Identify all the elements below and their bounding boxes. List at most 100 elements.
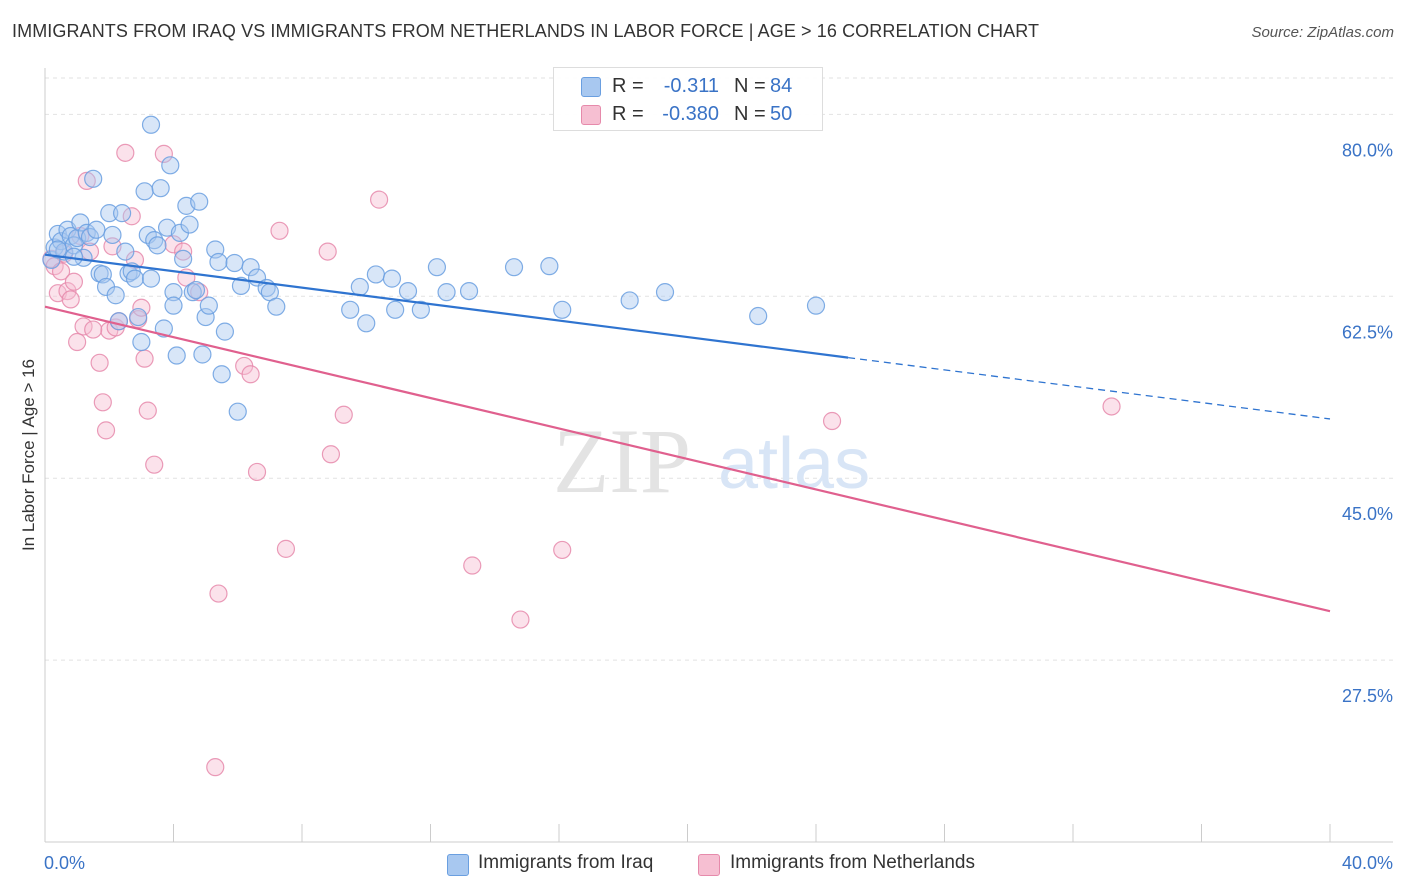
legend-row-iraq: R = -0.311 N = 84 xyxy=(554,73,822,101)
watermark: ZIP atlas xyxy=(553,410,870,512)
series-netherlands-points xyxy=(42,143,1121,777)
iraq-point xyxy=(357,314,376,333)
iraq-point xyxy=(116,242,135,261)
netherlands-point xyxy=(154,144,173,163)
netherlands-point xyxy=(174,242,193,261)
iraq-point xyxy=(267,297,286,316)
netherlands-point xyxy=(122,207,141,226)
iraq-point xyxy=(183,283,202,302)
y-tick-label: 80.0% xyxy=(1342,140,1393,160)
iraq-point xyxy=(350,277,369,297)
iraq-point xyxy=(71,213,90,232)
iraq-point xyxy=(68,228,87,248)
netherlands-point xyxy=(209,584,228,603)
netherlands-point xyxy=(321,445,341,464)
iraq-point xyxy=(186,280,206,300)
legend-n-value: 84 xyxy=(770,75,793,97)
netherlands-point xyxy=(270,221,289,240)
legend-n-label: N = xyxy=(734,75,766,97)
iraq-point xyxy=(459,281,479,301)
tick-labels: 80.0% 62.5% 45.0% 27.5% 0.0% 40.0% xyxy=(44,140,1393,873)
axis-layer xyxy=(44,68,1393,843)
iraq-point xyxy=(540,257,559,276)
iraq-point xyxy=(386,300,405,319)
stats-legend: R = -0.311 N = 84 R = -0.380 N = 50 xyxy=(553,67,823,131)
netherlands-point xyxy=(74,317,93,336)
iraq-point xyxy=(655,283,675,302)
netherlands-point xyxy=(511,610,530,629)
iraq-point xyxy=(145,231,164,250)
netherlands-point xyxy=(463,556,482,575)
iraq-point xyxy=(504,258,524,277)
legend-r-label: R = xyxy=(612,75,644,97)
iraq-point xyxy=(141,115,161,134)
legend-r-value: -0.311 xyxy=(663,75,719,97)
legend-n-label: N = xyxy=(734,103,766,125)
y-axis-label: In Labor Force | Age > 16 xyxy=(19,359,38,551)
netherlands-point xyxy=(135,349,154,368)
y-tick-label: 27.5% xyxy=(1342,686,1393,706)
iraq-point xyxy=(398,281,418,301)
iraq-point xyxy=(411,300,430,319)
iraq-point xyxy=(167,346,186,365)
iraq-point xyxy=(806,296,826,315)
iraq-point xyxy=(382,269,402,288)
iraq-point xyxy=(112,204,132,223)
iraq-point xyxy=(241,258,260,277)
netherlands-point xyxy=(68,332,87,352)
iraq-point xyxy=(161,156,180,175)
legend-row-netherlands: R = -0.380 N = 50 xyxy=(554,101,822,129)
netherlands-point xyxy=(318,242,337,261)
iraq-point xyxy=(196,307,215,327)
netherlands-point xyxy=(116,143,135,162)
iraq-point xyxy=(193,345,212,364)
iraq-point xyxy=(749,306,768,326)
chart-title: IMMIGRANTS FROM IRAQ VS IMMIGRANTS FROM … xyxy=(12,21,1040,41)
iraq-point xyxy=(199,296,218,315)
iraq-point xyxy=(427,258,447,277)
iraq-point xyxy=(164,283,183,302)
iraq-point xyxy=(553,300,572,319)
legend-r-label: R = xyxy=(612,103,644,125)
netherlands-point xyxy=(206,758,225,777)
netherlands-point xyxy=(1102,397,1121,416)
trend-lines xyxy=(44,253,1331,613)
iraq-point xyxy=(132,332,151,352)
netherlands-point xyxy=(190,283,209,302)
netherlands-point xyxy=(93,393,112,412)
iraq-point xyxy=(135,182,154,201)
iraq-point xyxy=(215,322,234,341)
iraq-point xyxy=(129,307,148,327)
iraq-point xyxy=(148,236,167,255)
iraq-point xyxy=(164,296,183,315)
netherlands-point xyxy=(164,235,183,254)
netherlands-point xyxy=(96,421,116,440)
iraq-point xyxy=(80,227,100,247)
iraq-point xyxy=(109,312,128,331)
iraq-trend-line xyxy=(44,253,849,359)
netherlands-point xyxy=(138,401,157,420)
y-tick-label: 62.5% xyxy=(1342,322,1393,342)
iraq-point xyxy=(125,269,145,288)
iraq-point xyxy=(620,291,639,310)
iraq-point xyxy=(366,265,385,284)
legend-swatch-iraq xyxy=(581,77,601,97)
legend-swatch-netherlands xyxy=(698,854,720,876)
iraq-trend-extension xyxy=(848,356,1331,420)
iraq-point xyxy=(437,283,456,302)
iraq-point xyxy=(212,365,231,384)
iraq-point xyxy=(106,286,125,305)
netherlands-point xyxy=(90,353,109,372)
netherlands-point xyxy=(61,290,80,309)
netherlands-point xyxy=(241,365,260,384)
netherlands-point xyxy=(64,272,84,291)
legend-r-value: -0.380 xyxy=(662,103,719,125)
netherlands-point xyxy=(370,190,389,209)
iraq-point xyxy=(209,252,228,272)
x-tick-label: 0.0% xyxy=(44,853,85,873)
netherlands-point xyxy=(553,540,572,560)
iraq-point xyxy=(225,253,244,273)
watermark-atlas: atlas xyxy=(718,424,870,504)
netherlands-point xyxy=(334,405,353,424)
